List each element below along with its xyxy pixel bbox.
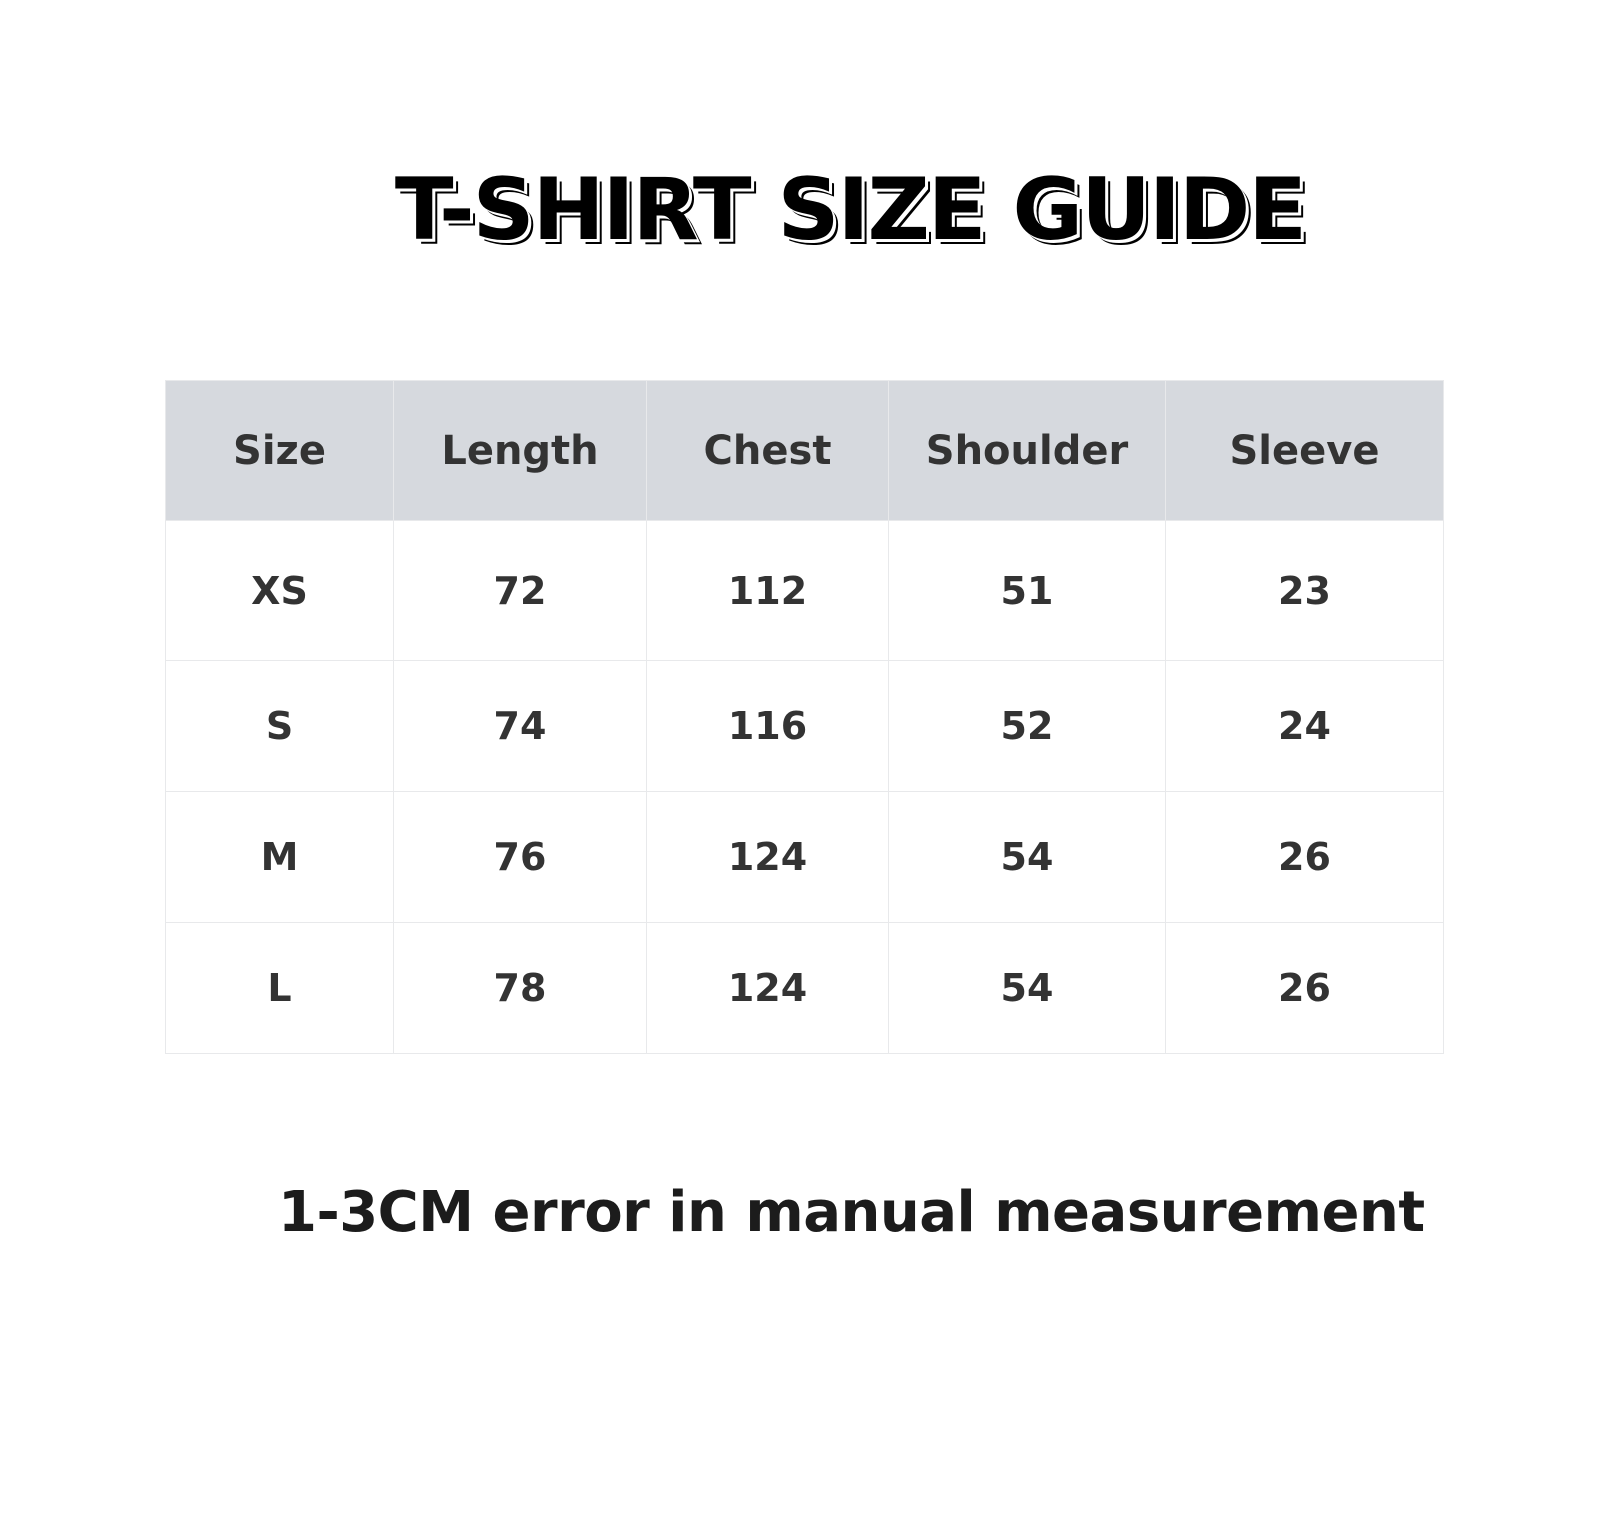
cell-chest: 124	[646, 922, 889, 1054]
cell-size: S	[165, 660, 394, 792]
header-length: Length	[393, 380, 647, 521]
cell-sleeve: 26	[1165, 791, 1444, 923]
cell-size: M	[165, 791, 394, 923]
cell-length: 76	[393, 791, 647, 923]
header-size: Size	[165, 380, 394, 521]
cell-chest: 112	[646, 520, 889, 661]
cell-chest: 124	[646, 791, 889, 923]
page-title: T-SHIRT SIZE GUIDE	[394, 160, 1307, 260]
table-row: M 76 124 54 26	[165, 791, 1444, 923]
header-chest: Chest	[646, 380, 889, 521]
size-table: Size Length Chest Shoulder Sleeve XS 72 …	[165, 380, 1444, 1054]
cell-chest: 116	[646, 660, 889, 792]
cell-length: 74	[393, 660, 647, 792]
cell-size: XS	[165, 520, 394, 661]
header-shoulder: Shoulder	[888, 380, 1166, 521]
cell-sleeve: 26	[1165, 922, 1444, 1054]
cell-shoulder: 52	[888, 660, 1166, 792]
measurement-note: 1-3CM error in manual measurement	[278, 1180, 1425, 1245]
cell-sleeve: 24	[1165, 660, 1444, 792]
cell-sleeve: 23	[1165, 520, 1444, 661]
table-row: XS 72 112 51 23	[165, 520, 1444, 661]
header-sleeve: Sleeve	[1165, 380, 1444, 521]
table-header-row: Size Length Chest Shoulder Sleeve	[165, 380, 1444, 521]
table-row: L 78 124 54 26	[165, 922, 1444, 1054]
cell-shoulder: 54	[888, 922, 1166, 1054]
cell-shoulder: 54	[888, 791, 1166, 923]
table-row: S 74 116 52 24	[165, 660, 1444, 792]
cell-shoulder: 51	[888, 520, 1166, 661]
cell-length: 78	[393, 922, 647, 1054]
cell-length: 72	[393, 520, 647, 661]
cell-size: L	[165, 922, 394, 1054]
